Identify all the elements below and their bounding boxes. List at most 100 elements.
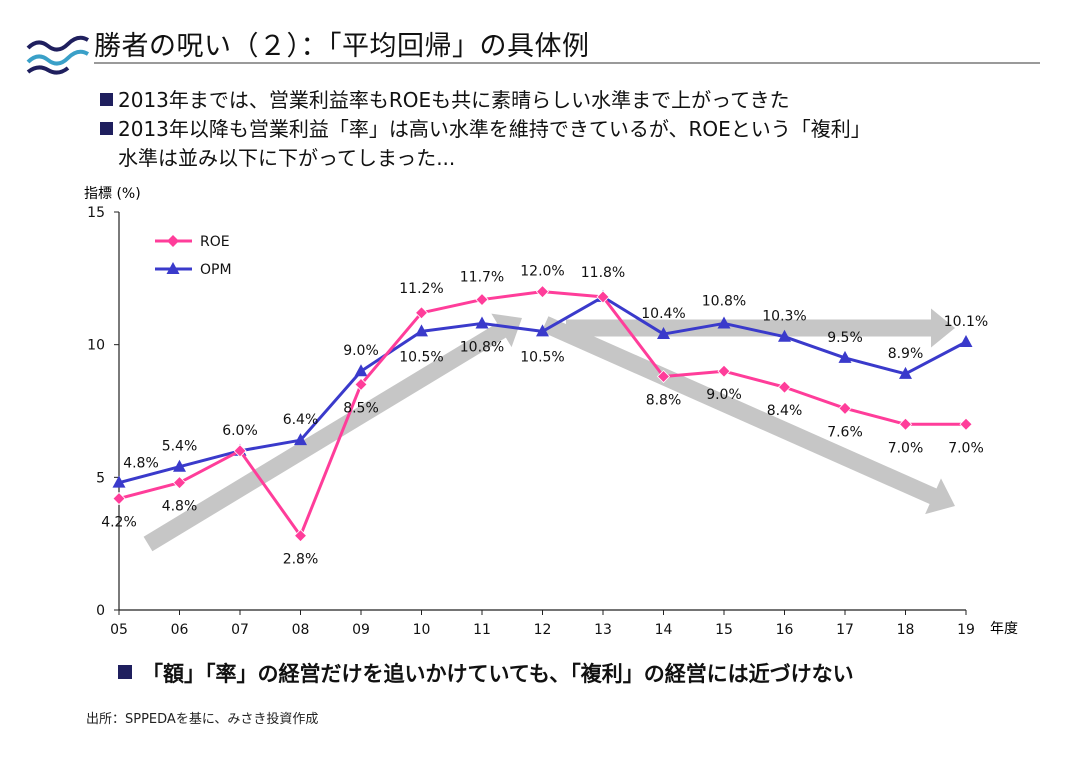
- y-tick-label: 0: [96, 603, 105, 619]
- bullet-text: 2013年以降も営業利益「率」は高い水準を維持できているが、ROEという「複利」: [118, 117, 871, 141]
- opm-point: [778, 329, 791, 342]
- x-tick-label: 12: [534, 622, 552, 638]
- opm-point: [354, 364, 368, 377]
- bullet-square-icon: [118, 665, 132, 679]
- opm-data-label: 6.0%: [222, 423, 258, 439]
- roe-point: [838, 401, 852, 415]
- opm-data-label: 8.9%: [888, 346, 924, 362]
- bullet-list: 2013年までは、営業利益率もROEも共に素晴らしい水準まで上がってきた 201…: [100, 86, 1060, 173]
- opm-data-label: 9.5%: [827, 330, 863, 346]
- roe-data-label: 2.8%: [283, 552, 319, 568]
- conclusion-text: 「額」「率」の経営だけを追いかけていても、「複利」の経営には近づけない: [142, 662, 854, 686]
- x-tick-label: 11: [473, 622, 491, 638]
- page-title: 勝者の呪い（２）：「平均回帰」の具体例: [94, 31, 590, 62]
- roe-point: [414, 306, 429, 320]
- roe-data-label: 11.7%: [460, 270, 504, 286]
- roe-data-label: 4.8%: [162, 499, 198, 515]
- y-tick-label: 15: [87, 205, 105, 221]
- opm-point: [475, 316, 489, 329]
- roe-point: [172, 476, 187, 490]
- opm-point: [838, 350, 852, 363]
- opm-data-label: 10.4%: [641, 306, 685, 322]
- roe-data-label: 7.6%: [827, 424, 863, 440]
- x-tick-label: 10: [413, 622, 431, 638]
- roe-data-label: 9.0%: [706, 387, 742, 403]
- opm-data-label: 10.5%: [520, 349, 564, 365]
- legend-marker-roe: [167, 235, 179, 247]
- roe-point: [293, 529, 308, 543]
- bullet-text: 2013年までは、営業利益率もROEも共に素晴らしい水準まで上がってきた: [118, 88, 790, 112]
- roe-point: [717, 364, 731, 378]
- roe-point: [535, 285, 550, 299]
- roe-point: [777, 380, 792, 394]
- opm-point: [294, 433, 307, 446]
- legend-marker-opm: [166, 262, 180, 274]
- roe-point: [656, 369, 671, 384]
- trend-arrow-down: [541, 316, 955, 515]
- y-tick-label: 10: [87, 338, 105, 354]
- bullet-item: 2013年までは、営業利益率もROEも共に素晴らしい水準まで上がってきた: [100, 86, 1060, 115]
- opm-data-label: 10.5%: [399, 349, 443, 365]
- x-tick-label: 14: [655, 622, 673, 638]
- series-lines: [112, 285, 973, 543]
- bullet-item: 2013年以降も営業利益「率」は高い水準を維持できているが、ROEという「複利」: [100, 115, 1060, 144]
- opm-data-label: 6.4%: [283, 412, 319, 428]
- roe-data-label: 7.0%: [948, 440, 984, 456]
- bullet-text-continuation: 水準は並み以下に下がってしまった...: [118, 146, 456, 170]
- x-tick-label: 09: [352, 622, 370, 638]
- opm-point: [899, 366, 912, 379]
- legend-label-roe: ROE: [200, 234, 230, 250]
- x-tick-label: 08: [292, 622, 310, 638]
- trend-arrow-flat: [566, 308, 955, 348]
- roe-point: [475, 292, 489, 307]
- x-axis-title: 年度: [990, 621, 1018, 637]
- opm-point: [112, 475, 126, 488]
- x-tick-label: 17: [836, 622, 854, 638]
- x-tick-label: 05: [110, 622, 128, 638]
- x-tick-label: 13: [594, 622, 612, 638]
- y-tick-label: 5: [96, 470, 105, 486]
- opm-data-label: 4.8%: [123, 456, 159, 472]
- opm-point: [717, 316, 731, 329]
- chart-legend: ROE OPM: [155, 234, 232, 278]
- opm-point: [415, 324, 428, 337]
- opm-point: [657, 327, 670, 340]
- data-labels: 4.2% 4.8% 2.8% 8.5% 11.2% 11.7% 12.0% 8.8% 9.0% 8…: [101, 264, 988, 568]
- x-tick-label: 18: [897, 622, 915, 638]
- opm-point: [959, 335, 973, 348]
- roe-point: [596, 290, 610, 304]
- x-tick-labels: 05 06 07 08 09 10 11 12 13 14 15 16 17 18 19: [110, 610, 975, 638]
- y-axis-title: 指標 (%): [84, 186, 141, 202]
- trend-arrow-up: [143, 313, 522, 552]
- bullet-square-icon: [100, 93, 113, 106]
- bullet-square-icon: [100, 122, 113, 135]
- opm-point: [536, 324, 549, 337]
- roe-data-label: 8.8%: [646, 393, 682, 409]
- roe-point: [112, 491, 126, 506]
- roe-point: [898, 417, 913, 431]
- company-logo-icon: [26, 35, 90, 75]
- opm-data-label: 10.1%: [944, 314, 988, 330]
- y-tick-labels: 0 5 10 15: [87, 205, 119, 619]
- trend-arrows: [143, 308, 955, 552]
- x-tick-label: 06: [171, 622, 189, 638]
- x-tick-label: 07: [231, 622, 249, 638]
- opm-data-label: 9.0%: [343, 343, 379, 359]
- roe-data-label: 12.0%: [520, 264, 564, 280]
- legend-label-opm: OPM: [200, 262, 232, 278]
- opm-data-label: 10.8%: [702, 293, 746, 309]
- opm-data-label: 5.4%: [162, 439, 198, 455]
- opm-point: [173, 459, 186, 472]
- title-divider: [94, 62, 1040, 64]
- roe-point: [959, 417, 973, 431]
- roe-point: [354, 377, 368, 392]
- opm-data-label: 10.8%: [460, 339, 504, 355]
- conclusion-line: 「額」「率」の経営だけを追いかけていても、「複利」の経営には近づけない: [118, 658, 854, 688]
- roe-data-label: 11.2%: [399, 281, 443, 297]
- roe-point: [233, 444, 247, 458]
- roe-data-label: 7.0%: [888, 440, 924, 456]
- x-tick-label: 19: [957, 622, 975, 638]
- x-tick-label: 15: [715, 622, 733, 638]
- opm-data-label: 11.8%: [581, 265, 625, 281]
